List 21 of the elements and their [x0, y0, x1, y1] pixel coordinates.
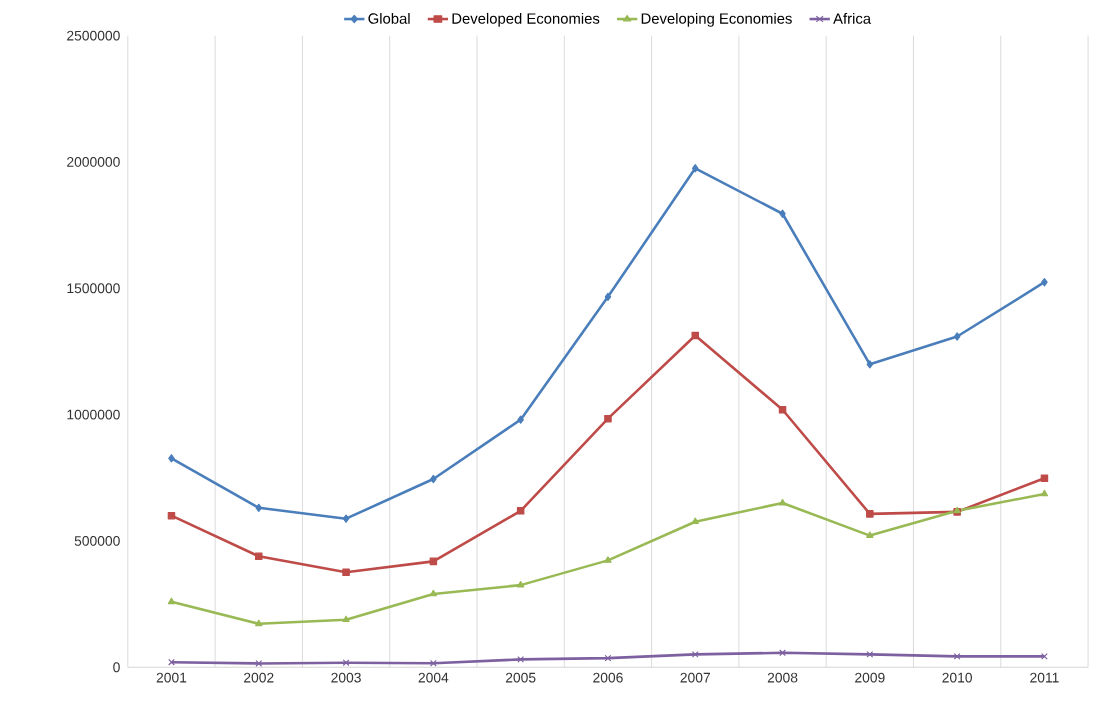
x-tick-label: 2007: [680, 672, 710, 683]
y-tick-label: 2000000: [67, 157, 120, 167]
x-tick-label: 2001: [156, 672, 187, 683]
x-tick-label: 2010: [942, 672, 973, 683]
legend-label: Africa: [833, 13, 872, 24]
y-tick-label: 2500000: [67, 30, 120, 41]
legend-label: Developing Economies: [641, 13, 792, 27]
y-tick-label: 0: [113, 662, 120, 673]
x-tick-label: 2002: [244, 672, 274, 683]
y-tick-label: 1500000: [67, 283, 120, 294]
y-tick-label: 1000000: [67, 409, 120, 420]
x-tick-label: 2011: [1030, 672, 1059, 683]
y-tick-label: 500000: [74, 536, 120, 546]
x-tick-label: 2004: [418, 672, 449, 683]
legend-label: Global: [368, 13, 410, 24]
legend-label: Developed Economies: [452, 13, 600, 27]
x-tick-label: 2003: [331, 672, 361, 683]
x-tick-label: 2009: [855, 672, 885, 683]
x-tick-label: 2005: [505, 672, 536, 683]
x-tick-label: 2008: [767, 672, 798, 683]
x-tick-label: 2006: [593, 672, 623, 683]
